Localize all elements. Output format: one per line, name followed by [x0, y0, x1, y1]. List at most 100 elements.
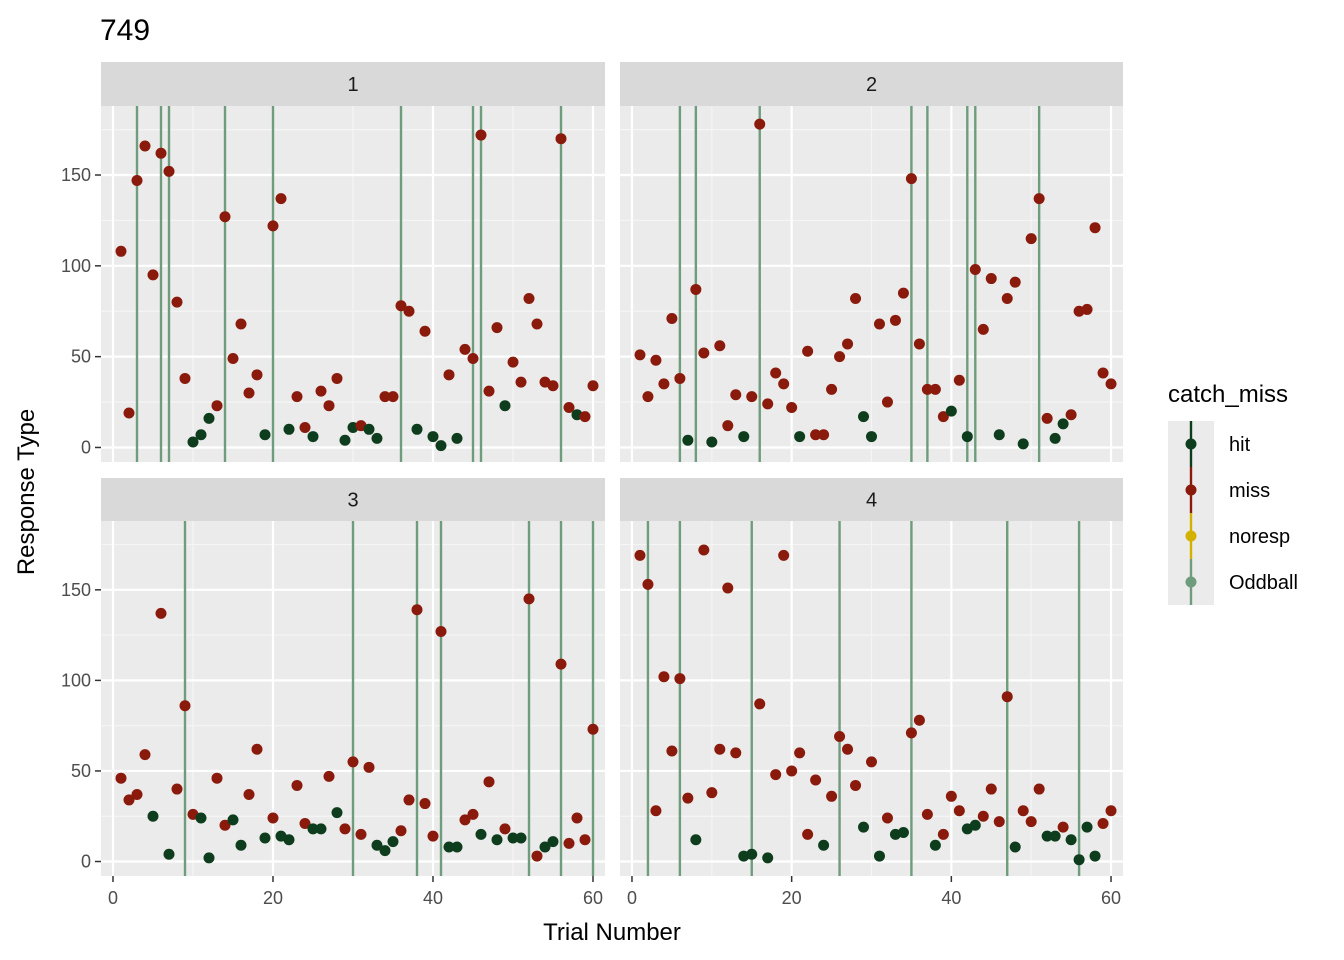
data-point-miss: [243, 788, 255, 800]
data-point-miss: [163, 165, 175, 177]
data-point-miss: [571, 812, 583, 824]
data-point-hit: [451, 841, 463, 853]
data-point-hit: [427, 431, 439, 443]
data-point-miss: [419, 798, 431, 810]
data-point-miss: [555, 658, 567, 670]
data-point-miss: [802, 828, 814, 840]
data-point-miss: [810, 429, 822, 441]
y-tick-label: 0: [81, 852, 91, 872]
legend-key-point: [1185, 484, 1197, 496]
data-point-miss: [155, 147, 167, 159]
data-point-miss: [953, 374, 965, 386]
data-point-miss: [778, 378, 790, 390]
data-point-miss: [866, 756, 877, 768]
data-point-miss: [993, 816, 1005, 828]
x-tick-label: 60: [1101, 888, 1121, 908]
y-tick-label: 100: [61, 670, 91, 690]
data-point-hit: [746, 848, 758, 860]
y-tick-label: 150: [61, 165, 91, 185]
legend-key-point: [1185, 530, 1197, 542]
data-point-miss: [842, 743, 854, 755]
data-point-miss: [913, 714, 925, 726]
legend-title: catch_miss: [1168, 381, 1288, 408]
data-point-miss: [1025, 816, 1037, 828]
data-point-miss: [155, 607, 167, 619]
data-point-miss: [323, 770, 335, 782]
data-point-miss: [459, 343, 471, 355]
panel-4: 40 20 40 60: [620, 478, 1123, 908]
data-point-miss: [1033, 783, 1045, 795]
data-point-hit: [259, 429, 271, 441]
data-point-hit: [435, 440, 447, 452]
panel-1: 1 0 50 100 150: [61, 62, 605, 462]
strip-background: [620, 478, 1123, 521]
data-point-miss: [219, 211, 231, 223]
data-point-miss: [802, 345, 814, 357]
data-point-miss: [587, 723, 599, 735]
data-point-hit: [993, 429, 1005, 441]
data-point-miss: [786, 765, 798, 777]
data-point-hit: [1041, 830, 1053, 842]
data-point-miss: [331, 372, 343, 384]
data-point-miss: [267, 812, 279, 824]
x-tick-label: 0: [108, 888, 118, 908]
data-point-miss: [211, 772, 223, 784]
data-point-miss: [722, 582, 734, 594]
data-point-miss: [555, 133, 567, 145]
data-point-miss: [929, 383, 941, 395]
data-point-miss: [291, 391, 303, 403]
data-point-miss: [746, 391, 758, 403]
y-tick-label: 100: [61, 256, 91, 276]
data-point-miss: [889, 314, 901, 326]
data-point-hit: [443, 841, 455, 853]
data-point-miss: [563, 402, 575, 414]
data-point-miss: [937, 411, 949, 423]
data-point-hit: [331, 807, 343, 819]
data-point-hit: [897, 827, 909, 839]
data-point-miss: [850, 779, 862, 791]
data-point-miss: [251, 743, 263, 755]
data-point-miss: [674, 372, 686, 384]
y-axis-title: Response Type: [13, 409, 40, 575]
data-point-miss: [897, 287, 909, 299]
data-point-miss: [658, 378, 670, 390]
data-point-hit: [387, 836, 399, 848]
data-point-miss: [945, 790, 957, 802]
y-tick-label: 50: [71, 761, 91, 781]
x-tick-label: 60: [583, 888, 603, 908]
strip-background: [101, 478, 605, 521]
data-point-hit: [818, 839, 830, 851]
data-point-miss: [722, 420, 734, 432]
data-point-miss: [1097, 367, 1109, 379]
data-point-hit: [866, 431, 877, 443]
legend-entry-miss: miss: [1168, 467, 1270, 513]
data-point-hit: [283, 423, 295, 435]
data-point-hit: [371, 839, 383, 851]
data-point-miss: [171, 296, 183, 308]
data-point-hit: [411, 423, 423, 435]
data-point-miss: [714, 743, 726, 755]
data-point-hit: [1017, 438, 1029, 450]
data-point-miss: [395, 825, 407, 837]
data-point-miss: [587, 380, 599, 392]
data-point-miss: [467, 352, 479, 364]
data-point-miss: [682, 792, 694, 804]
x-tick-label: 20: [263, 888, 283, 908]
x-tick-label: 20: [782, 888, 802, 908]
data-point-hit: [1049, 432, 1061, 444]
data-point-miss: [419, 325, 431, 337]
data-point-miss: [411, 604, 423, 616]
data-point-hit: [515, 832, 527, 844]
data-point-miss: [115, 245, 127, 257]
data-point-miss: [674, 673, 686, 685]
data-point-hit: [762, 852, 774, 864]
data-point-miss: [834, 351, 846, 363]
data-point-miss: [251, 369, 263, 381]
data-point-miss: [1097, 817, 1109, 829]
data-point-hit: [491, 834, 503, 846]
data-point-miss: [881, 812, 893, 824]
strip-label: 1: [347, 74, 358, 96]
data-point-miss: [395, 300, 407, 312]
data-point-miss: [299, 817, 311, 829]
